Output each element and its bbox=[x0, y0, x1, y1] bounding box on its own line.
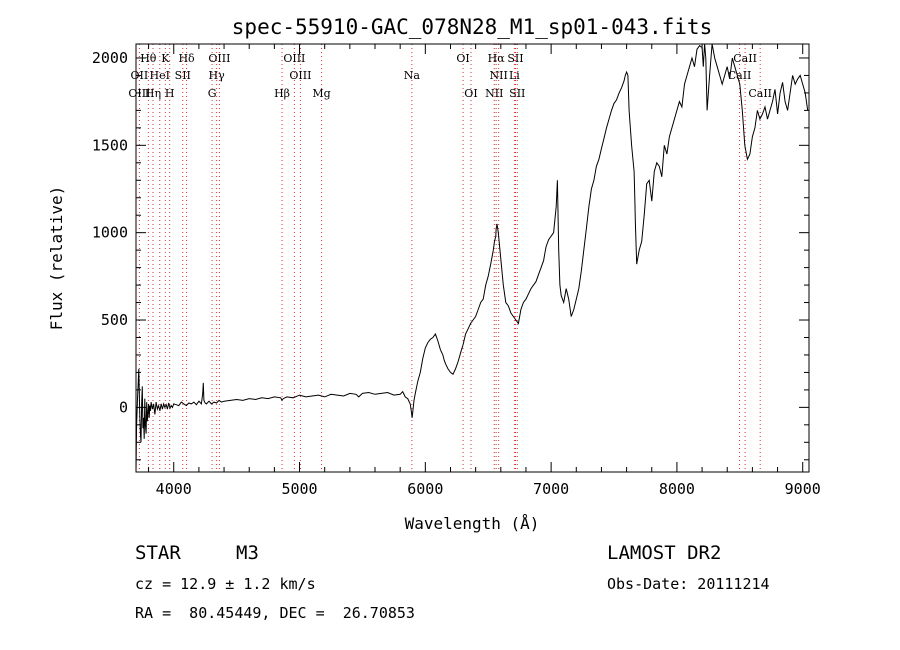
marker-label: Li bbox=[509, 69, 520, 82]
marker-label: NII bbox=[485, 87, 503, 100]
x-tick-label: 9000 bbox=[785, 480, 821, 498]
y-tick-label: 2000 bbox=[92, 49, 128, 67]
marker-label: OIII bbox=[128, 87, 150, 100]
marker-label: Hδ bbox=[178, 52, 195, 65]
y-tick-label: 500 bbox=[101, 311, 128, 329]
marker-label: G bbox=[208, 87, 217, 100]
chart-title: spec-55910-GAC_078N28_M1_sp01-043.fits bbox=[232, 15, 712, 39]
marker-label: Hη bbox=[145, 87, 161, 100]
survey-name: LAMOST DR2 bbox=[607, 542, 722, 564]
y-tick-label: 0 bbox=[119, 398, 128, 416]
marker-label: SII bbox=[509, 87, 525, 100]
plot-frame bbox=[135, 43, 810, 473]
marker-label: OI bbox=[456, 52, 469, 65]
spectrum-line bbox=[135, 43, 809, 473]
marker-label: CaII bbox=[733, 52, 757, 65]
marker-label: CaII bbox=[748, 87, 772, 100]
object-subclass: M3 bbox=[236, 542, 259, 564]
x-axis-label: Wavelength (Å) bbox=[405, 514, 540, 533]
marker-label: NII bbox=[490, 69, 508, 82]
marker-label: CaII bbox=[728, 69, 752, 82]
y-tick-label: 1000 bbox=[92, 224, 128, 242]
line-markers bbox=[138, 44, 761, 472]
marker-label: H bbox=[165, 87, 175, 100]
marker-label: Hθ bbox=[140, 52, 157, 65]
marker-label: Hγ bbox=[209, 69, 226, 82]
x-tick-label: 4000 bbox=[156, 480, 192, 498]
marker-label: SII bbox=[175, 69, 191, 82]
y-tick-label: 1500 bbox=[92, 136, 128, 154]
marker-label: HeI bbox=[150, 69, 170, 82]
marker-label: OIII bbox=[208, 52, 230, 65]
x-tick-label: 5000 bbox=[281, 480, 317, 498]
x-tick-label: 6000 bbox=[407, 480, 443, 498]
marker-label: Hα bbox=[488, 52, 506, 65]
marker-label: Hβ bbox=[274, 87, 290, 100]
x-tick-label: 8000 bbox=[659, 480, 695, 498]
marker-label: OIII bbox=[289, 69, 311, 82]
object-class: STAR bbox=[135, 542, 181, 564]
marker-label: OIII bbox=[283, 52, 305, 65]
y-axis-label: Flux (relative) bbox=[47, 186, 66, 331]
marker-label: Mg bbox=[312, 87, 330, 100]
x-tick-label: 7000 bbox=[533, 480, 569, 498]
marker-label: OI bbox=[464, 87, 477, 100]
marker-label: SII bbox=[507, 52, 523, 65]
obs-date: Obs-Date: 20111214 bbox=[607, 575, 770, 593]
coordinates: RA = 80.45449, DEC = 26.70853 bbox=[135, 604, 415, 622]
axes: 4000 5000 6000 7000 8000 9000 0 500 1000 1500 2000 bbox=[92, 44, 821, 498]
redshift-text: cz = 12.9 ± 1.2 km/s bbox=[135, 575, 316, 593]
marker-label: K bbox=[161, 52, 170, 65]
marker-label: Na bbox=[404, 69, 421, 82]
